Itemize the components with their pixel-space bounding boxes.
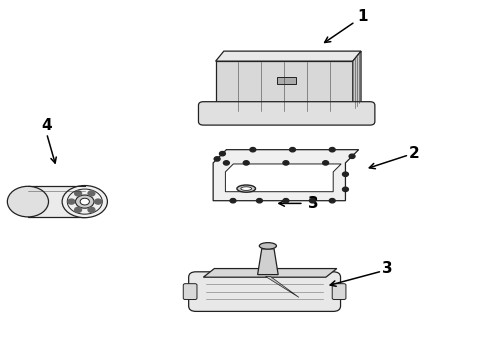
Polygon shape xyxy=(213,150,359,201)
Ellipse shape xyxy=(7,186,49,217)
Polygon shape xyxy=(203,269,337,277)
Circle shape xyxy=(230,198,236,203)
Circle shape xyxy=(349,154,355,158)
FancyBboxPatch shape xyxy=(183,284,197,300)
Circle shape xyxy=(322,161,329,165)
Bar xyxy=(28,186,85,217)
Circle shape xyxy=(329,148,335,152)
FancyBboxPatch shape xyxy=(198,102,375,125)
Circle shape xyxy=(95,199,101,204)
Polygon shape xyxy=(216,61,353,112)
Circle shape xyxy=(74,191,81,196)
Text: 2: 2 xyxy=(409,145,419,161)
Circle shape xyxy=(250,148,256,152)
Polygon shape xyxy=(353,51,361,112)
Text: 1: 1 xyxy=(357,9,368,24)
Circle shape xyxy=(329,198,335,203)
Bar xyxy=(277,77,296,84)
Ellipse shape xyxy=(80,198,89,205)
Circle shape xyxy=(88,191,95,196)
Circle shape xyxy=(223,161,229,165)
Ellipse shape xyxy=(62,185,107,218)
Ellipse shape xyxy=(259,243,276,249)
Circle shape xyxy=(88,207,95,212)
Circle shape xyxy=(310,198,316,203)
Polygon shape xyxy=(258,249,278,275)
Circle shape xyxy=(283,161,289,165)
Polygon shape xyxy=(216,51,361,61)
FancyBboxPatch shape xyxy=(189,272,341,311)
Circle shape xyxy=(214,157,220,161)
Text: 3: 3 xyxy=(308,196,319,211)
Circle shape xyxy=(220,152,225,156)
Ellipse shape xyxy=(241,187,252,190)
Circle shape xyxy=(257,198,263,203)
Circle shape xyxy=(74,207,81,212)
FancyBboxPatch shape xyxy=(332,284,346,300)
Circle shape xyxy=(343,172,348,176)
Text: 3: 3 xyxy=(382,261,392,276)
Text: 4: 4 xyxy=(41,118,52,134)
Circle shape xyxy=(290,148,295,152)
Polygon shape xyxy=(225,164,341,192)
Circle shape xyxy=(243,161,249,165)
Circle shape xyxy=(283,198,289,203)
Circle shape xyxy=(68,199,75,204)
Ellipse shape xyxy=(75,195,94,208)
Ellipse shape xyxy=(237,185,256,192)
Polygon shape xyxy=(266,276,299,297)
Circle shape xyxy=(343,187,348,192)
